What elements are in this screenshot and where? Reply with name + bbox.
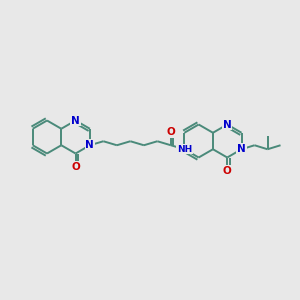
- Text: O: O: [167, 127, 175, 137]
- Text: O: O: [223, 166, 232, 176]
- Text: N: N: [71, 116, 80, 125]
- Text: NH: NH: [177, 145, 192, 154]
- Text: O: O: [71, 161, 80, 172]
- Text: N: N: [85, 140, 94, 150]
- Text: N: N: [237, 144, 246, 154]
- Text: N: N: [223, 119, 232, 130]
